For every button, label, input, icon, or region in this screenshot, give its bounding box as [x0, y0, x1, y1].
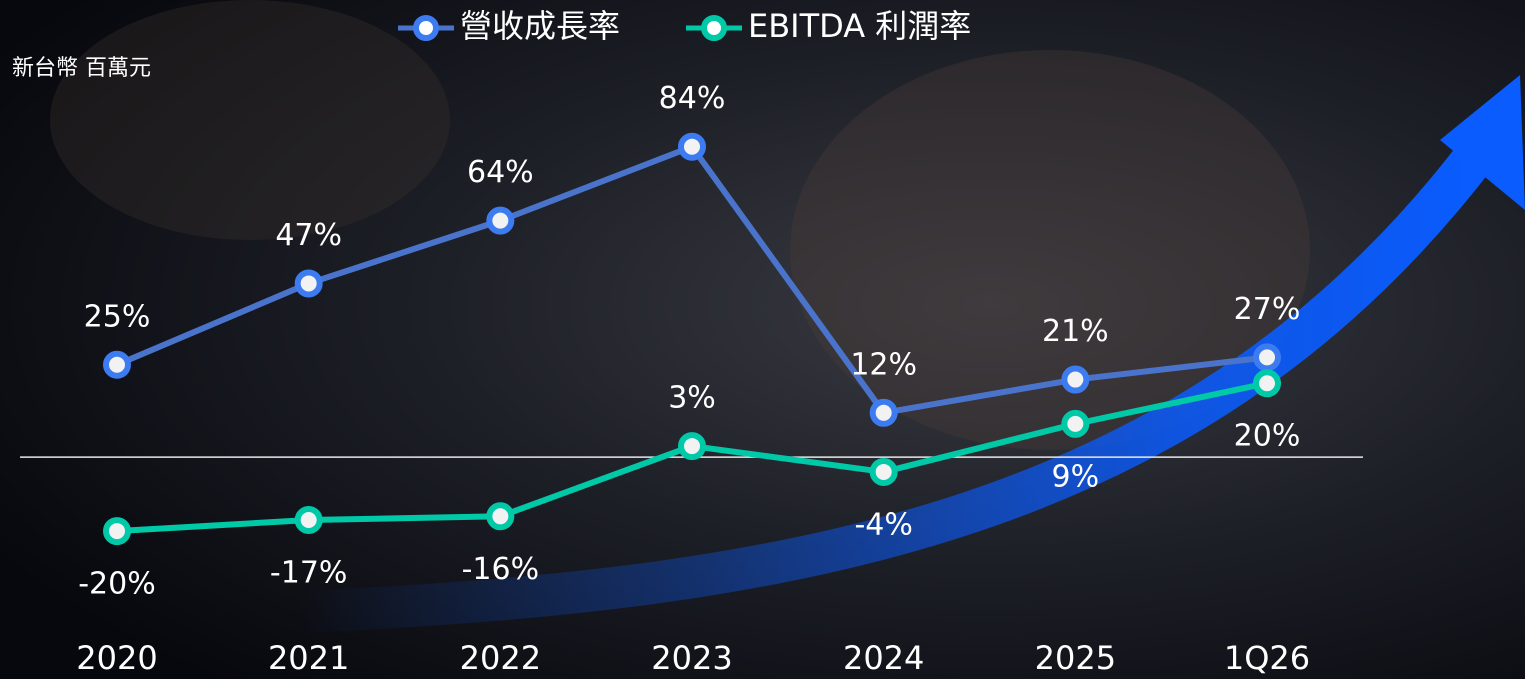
data-label: -17%	[270, 555, 348, 590]
data-point	[869, 398, 898, 427]
legend-label: 營收成長率	[460, 7, 620, 45]
x-tick-label: 2023	[651, 639, 732, 677]
data-point	[678, 432, 707, 461]
data-label: 9%	[1052, 459, 1100, 494]
data-point	[1061, 365, 1090, 394]
data-label: 47%	[275, 218, 342, 253]
decor-arrow-head	[1440, 75, 1525, 210]
data-label: 20%	[1234, 419, 1301, 454]
legend-marker	[413, 15, 439, 41]
data-label: 12%	[850, 347, 917, 382]
data-label: -4%	[854, 507, 912, 542]
photo-shade	[790, 50, 1310, 450]
data-point	[869, 457, 898, 486]
x-tick-label: 2024	[843, 639, 924, 677]
data-label: 25%	[84, 299, 151, 334]
legend-marker	[701, 15, 727, 41]
data-point	[103, 517, 131, 546]
data-point	[1061, 409, 1090, 438]
x-tick-label: 2020	[76, 639, 157, 677]
x-tick-label: 2022	[460, 639, 541, 677]
x-tick-label: 2025	[1035, 639, 1116, 677]
data-point	[103, 350, 131, 379]
data-point	[486, 206, 515, 235]
legend-label: EBITDA 利潤率	[748, 7, 971, 45]
data-label: 21%	[1042, 314, 1109, 349]
photo-shade	[50, 0, 450, 240]
data-point	[486, 502, 515, 531]
decor-arrow	[299, 137, 1497, 633]
data-point	[1253, 369, 1282, 398]
data-point	[678, 132, 707, 161]
data-label: -16%	[462, 552, 540, 587]
data-point	[294, 269, 323, 298]
data-label: 64%	[467, 155, 534, 190]
data-label: 27%	[1234, 292, 1301, 327]
x-tick-label: 2021	[268, 639, 349, 677]
x-tick-label: 1Q26	[1224, 639, 1310, 677]
data-label: 84%	[659, 81, 726, 116]
data-label: 3%	[668, 381, 716, 416]
data-label: -20%	[78, 567, 156, 602]
data-point	[294, 505, 323, 534]
unit-label: 新台幣 百萬元	[12, 56, 151, 81]
data-point	[1253, 343, 1282, 372]
